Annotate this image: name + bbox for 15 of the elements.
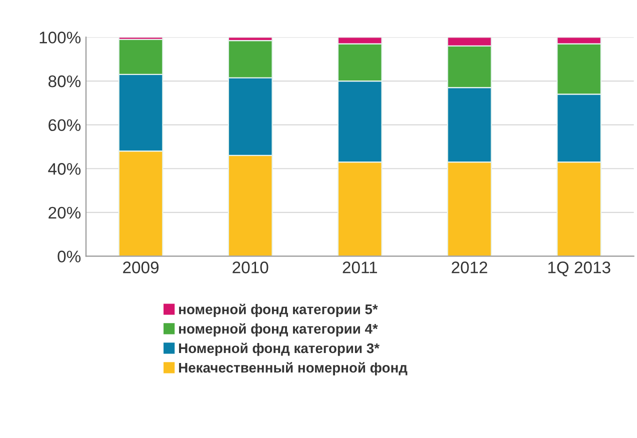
legend-label: Номерной фонд категории 3* — [179, 342, 380, 356]
legend-label: номерной фонд категории 4* — [179, 323, 378, 336]
y-tick-label: 20% — [48, 206, 81, 219]
x-tick-label: 2012 — [452, 262, 488, 274]
y-tick-label: 0% — [58, 250, 81, 262]
y-tick-label: 100% — [40, 32, 81, 44]
x-tick-label: 2010 — [232, 262, 268, 274]
x-tick-label: 2009 — [123, 262, 159, 274]
y-tick-label: 60% — [48, 119, 81, 132]
y-tick-label: 40% — [48, 163, 81, 175]
legend-label: номерной фонд категории 5* — [179, 304, 378, 317]
x-tick-label: 2011 — [342, 262, 378, 274]
x-tick-label: 1Q 2013 — [548, 262, 610, 276]
legend-label: Некачественный номерной фонд — [179, 362, 408, 376]
y-tick-label: 80% — [48, 75, 81, 88]
